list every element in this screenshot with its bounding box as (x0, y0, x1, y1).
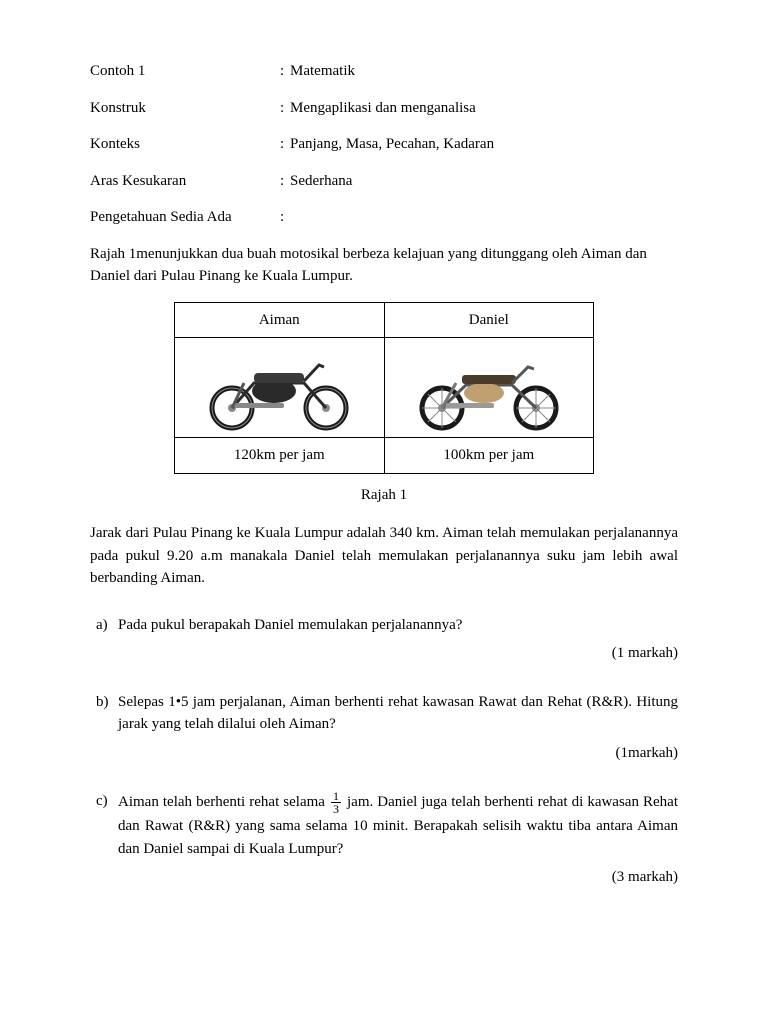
meta-label: Konteks (90, 133, 280, 156)
question-letter: c) (90, 790, 118, 860)
meta-value: Matematik (290, 60, 678, 83)
question-letter: a) (90, 614, 118, 637)
table-header-daniel: Daniel (384, 302, 594, 338)
marks-c: (3 markah) (90, 866, 678, 889)
meta-label: Konstruk (90, 97, 280, 120)
marks-a: (1 markah) (90, 642, 678, 665)
meta-row: Aras Kesukaran : Sederhana (90, 170, 678, 193)
table-caption: Rajah 1 (90, 484, 678, 507)
fraction-icon: 13 (331, 790, 341, 815)
meta-value: Sederhana (290, 170, 678, 193)
meta-value: Panjang, Masa, Pecahan, Kadaran (290, 133, 678, 156)
meta-row: Konteks : Panjang, Masa, Pecahan, Kadara… (90, 133, 678, 156)
motorcycle-table: Aiman Daniel (174, 302, 594, 474)
meta-colon: : (280, 97, 290, 120)
meta-value: Mengaplikasi dan menganalisa (290, 97, 678, 120)
marks-b: (1markah) (90, 742, 678, 765)
speed-daniel: 100km per jam (384, 438, 594, 474)
meta-colon: : (280, 170, 290, 193)
motorcycle-image-cell (384, 338, 594, 438)
speed-aiman: 120km per jam (175, 438, 385, 474)
motorcycle-icon (404, 343, 574, 433)
meta-value (290, 206, 678, 229)
meta-row: Konstruk : Mengaplikasi dan menganalisa (90, 97, 678, 120)
meta-row: Contoh 1 : Matematik (90, 60, 678, 83)
meta-label: Pengetahuan Sedia Ada (90, 206, 280, 229)
meta-label: Contoh 1 (90, 60, 280, 83)
question-letter: b) (90, 691, 118, 736)
intro-text: Rajah 1menunjukkan dua buah motosikal be… (90, 243, 678, 288)
meta-colon: : (280, 60, 290, 83)
meta-label: Aras Kesukaran (90, 170, 280, 193)
question-text: Aiman telah berhenti rehat selama 13 jam… (118, 790, 678, 860)
question-a: a) Pada pukul berapakah Daniel memulakan… (90, 614, 678, 637)
motorcycle-icon (194, 343, 364, 433)
question-c: c) Aiman telah berhenti rehat selama 13 … (90, 790, 678, 860)
problem-paragraph: Jarak dari Pulau Pinang ke Kuala Lumpur … (90, 522, 678, 590)
question-text: Pada pukul berapakah Daniel memulakan pe… (118, 614, 678, 637)
meta-row: Pengetahuan Sedia Ada : (90, 206, 678, 229)
question-b: b) Selepas 1•5 jam perjalanan, Aiman ber… (90, 691, 678, 736)
meta-colon: : (280, 206, 290, 229)
table-header-aiman: Aiman (175, 302, 385, 338)
motorcycle-image-cell (175, 338, 385, 438)
meta-colon: : (280, 133, 290, 156)
frac-den: 3 (331, 803, 341, 815)
question-text: Selepas 1•5 jam perjalanan, Aiman berhen… (118, 691, 678, 736)
qc-pre: Aiman telah berhenti rehat selama (118, 794, 329, 810)
